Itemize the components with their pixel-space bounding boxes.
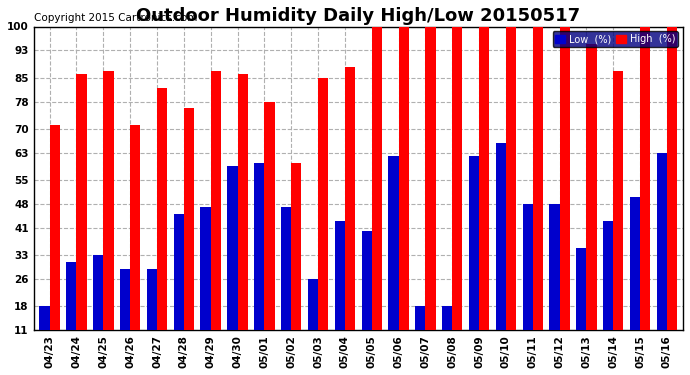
Bar bbox=[120, 269, 130, 330]
Bar bbox=[237, 74, 248, 330]
Bar bbox=[291, 163, 302, 330]
Bar bbox=[254, 163, 264, 330]
Bar bbox=[640, 27, 650, 330]
Bar bbox=[345, 68, 355, 330]
Bar bbox=[184, 108, 194, 330]
Bar bbox=[281, 207, 291, 330]
Title: Outdoor Humidity Daily High/Low 20150517: Outdoor Humidity Daily High/Low 20150517 bbox=[136, 7, 580, 25]
Bar bbox=[479, 27, 489, 330]
Bar bbox=[426, 27, 435, 330]
Bar bbox=[533, 27, 543, 330]
Text: Copyright 2015 Cartronics.com: Copyright 2015 Cartronics.com bbox=[34, 13, 197, 24]
Bar bbox=[157, 88, 167, 330]
Bar bbox=[399, 27, 408, 330]
Bar bbox=[174, 214, 184, 330]
Bar bbox=[147, 269, 157, 330]
Bar bbox=[657, 153, 667, 330]
Bar bbox=[388, 156, 399, 330]
Bar bbox=[415, 306, 426, 330]
Bar bbox=[667, 27, 677, 330]
Bar bbox=[66, 262, 77, 330]
Bar bbox=[201, 207, 210, 330]
Bar bbox=[522, 204, 533, 330]
Bar bbox=[506, 27, 516, 330]
Bar bbox=[442, 306, 452, 330]
Bar bbox=[630, 197, 640, 330]
Bar bbox=[318, 78, 328, 330]
Bar bbox=[77, 74, 87, 330]
Legend: Low  (%), High  (%): Low (%), High (%) bbox=[553, 32, 678, 47]
Bar bbox=[335, 221, 345, 330]
Bar bbox=[495, 142, 506, 330]
Bar bbox=[603, 221, 613, 330]
Bar bbox=[210, 71, 221, 330]
Bar bbox=[39, 306, 50, 330]
Bar bbox=[130, 126, 140, 330]
Bar bbox=[372, 27, 382, 330]
Bar bbox=[613, 71, 624, 330]
Bar bbox=[308, 279, 318, 330]
Bar bbox=[586, 44, 597, 330]
Bar bbox=[549, 204, 560, 330]
Bar bbox=[560, 27, 570, 330]
Bar bbox=[227, 166, 237, 330]
Bar bbox=[93, 255, 104, 330]
Bar bbox=[452, 27, 462, 330]
Bar bbox=[50, 126, 60, 330]
Bar bbox=[362, 231, 372, 330]
Bar bbox=[264, 102, 275, 330]
Bar bbox=[469, 156, 479, 330]
Bar bbox=[576, 248, 586, 330]
Bar bbox=[104, 71, 114, 330]
